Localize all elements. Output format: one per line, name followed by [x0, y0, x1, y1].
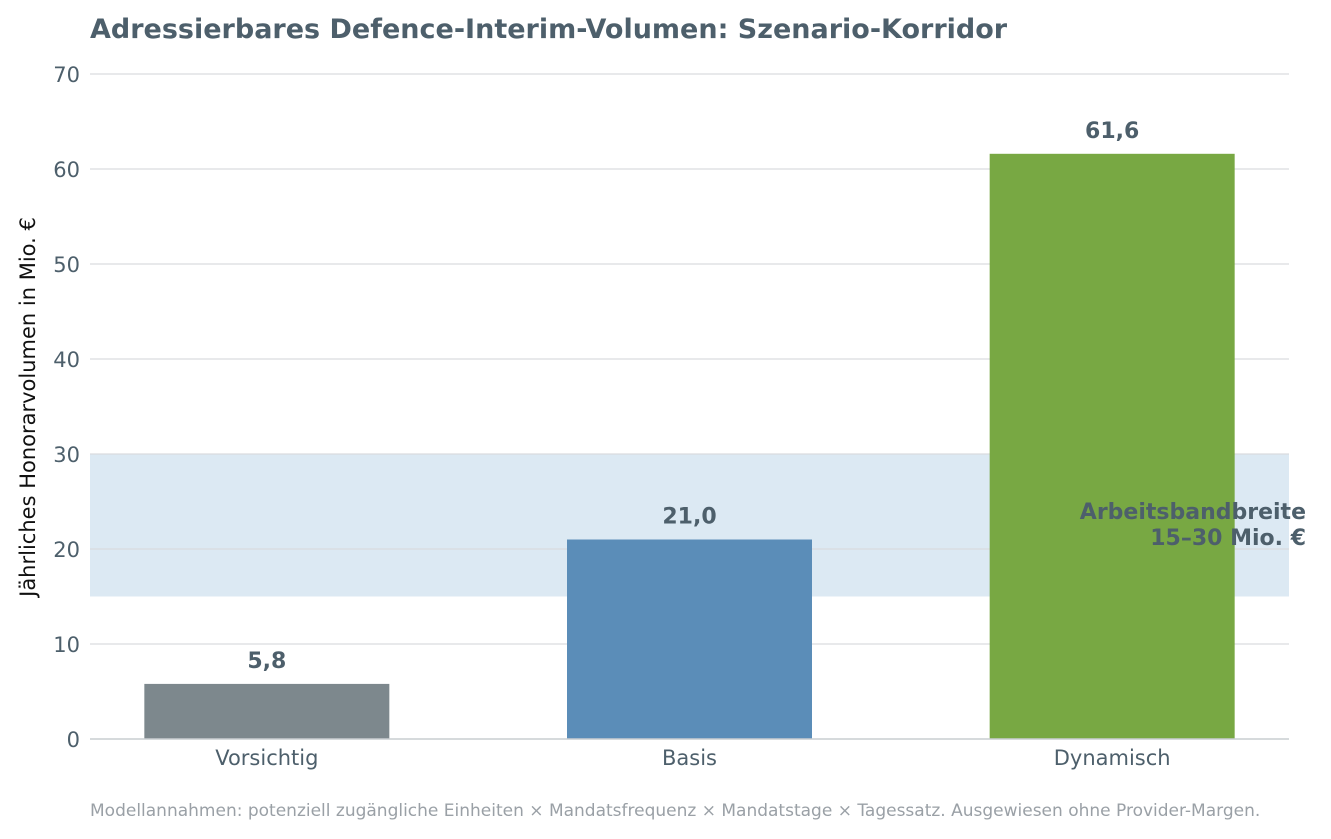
bars	[144, 153, 1235, 740]
y-axis-ticks: 0 10 20 30 40 50 60 70	[53, 63, 80, 752]
band-label-line1: Arbeitsbandbreite	[1080, 500, 1306, 525]
data-labels: 5,8 21,0 61,6	[247, 119, 1139, 674]
data-label: 5,8	[247, 649, 286, 674]
y-tick-label: 20	[53, 538, 80, 562]
data-label: 21,0	[662, 505, 716, 530]
y-axis-label: Jährliches Honorarvolumen in Mio. €	[16, 217, 40, 599]
y-tick-label: 70	[53, 63, 80, 87]
chart-title: Adressierbares Defence-Interim-Volumen: …	[90, 14, 1008, 45]
x-axis-ticks: Vorsichtig Basis Dynamisch	[215, 746, 1170, 770]
bar-vorsichtig	[144, 683, 390, 739]
y-tick-label: 30	[53, 443, 80, 467]
x-tick-label: Basis	[662, 746, 717, 770]
y-tick-label: 50	[53, 253, 80, 277]
footnote: Modellannahmen: potenziell zugängliche E…	[90, 801, 1260, 821]
y-tick-label: 0	[67, 728, 80, 752]
x-tick-label: Dynamisch	[1054, 746, 1171, 770]
bar-dynamisch	[989, 153, 1235, 740]
y-tick-label: 60	[53, 158, 80, 182]
x-tick-label: Vorsichtig	[215, 746, 318, 770]
data-label: 61,6	[1085, 119, 1139, 144]
y-tick-label: 10	[53, 633, 80, 657]
band-label-line2: 15–30 Mio. €	[1150, 526, 1306, 551]
y-tick-label: 40	[53, 348, 80, 372]
bar-basis	[567, 539, 812, 739]
